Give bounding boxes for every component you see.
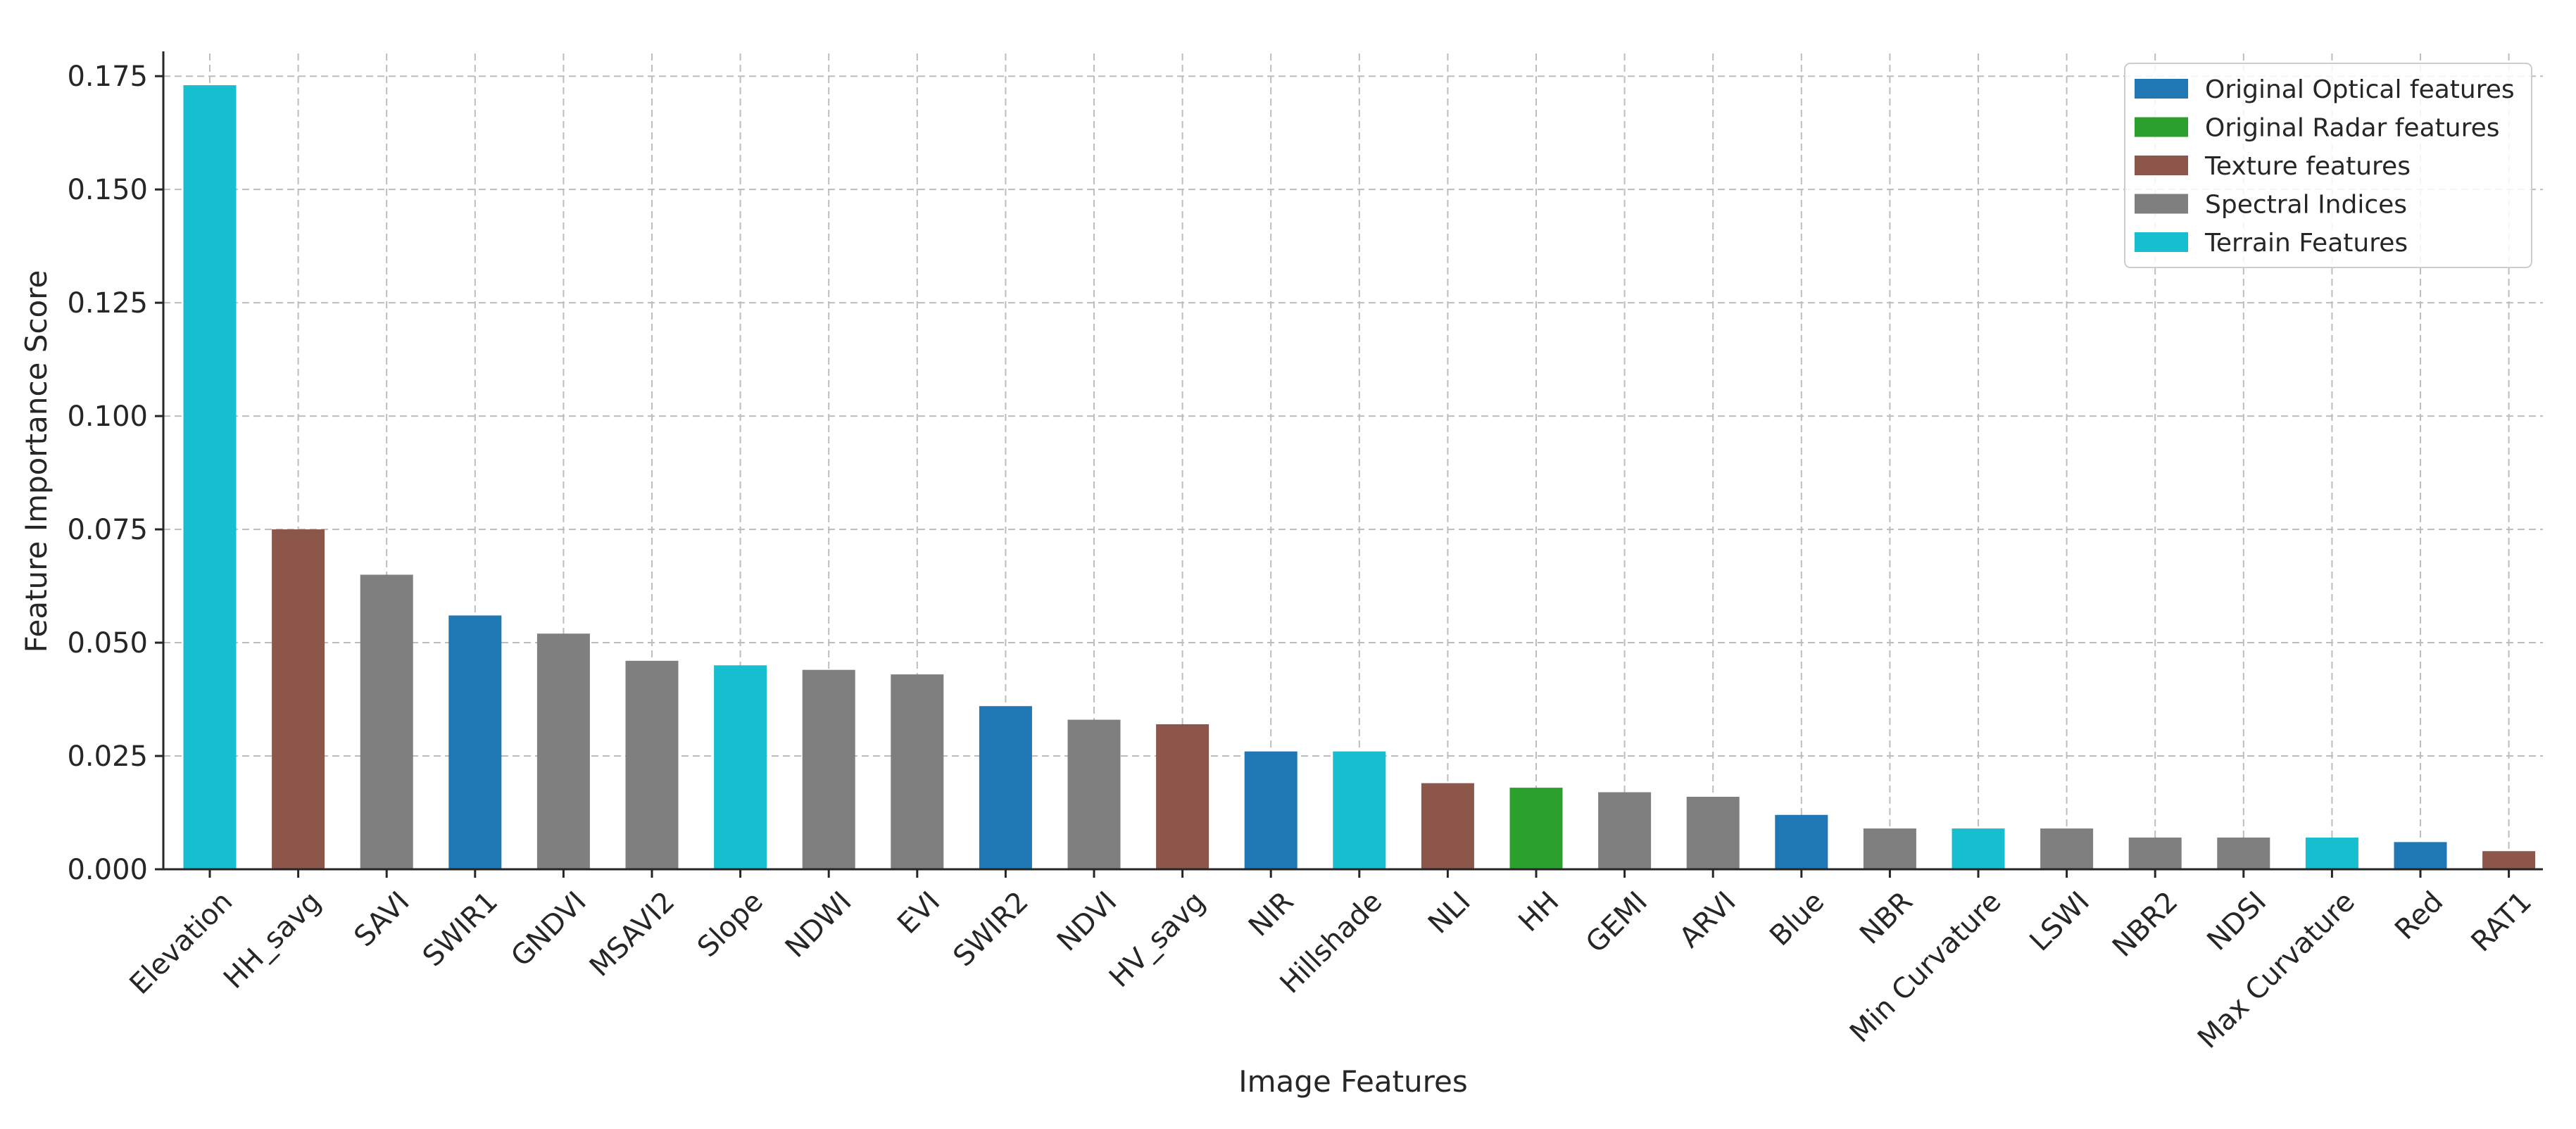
- x-tick-label: Elevation: [124, 885, 239, 1001]
- x-tick-label: Min Curvature: [1844, 885, 2008, 1049]
- y-tick-label: 0.125: [67, 287, 148, 320]
- bar-ndwi: [802, 669, 855, 869]
- legend-box: [2124, 63, 2532, 268]
- bars: [183, 85, 2536, 869]
- x-tick-label: RAT1: [2465, 885, 2538, 958]
- bar-msavi2: [625, 660, 679, 869]
- legend-swatch: [2135, 79, 2188, 99]
- x-tick-label: SWIR2: [947, 885, 1034, 973]
- bar-elevation: [183, 85, 237, 869]
- bar-blue: [1775, 814, 1828, 869]
- bar-red: [2394, 842, 2447, 869]
- bar-max-curvature: [2305, 837, 2358, 869]
- y-tick-label: 0.150: [67, 174, 148, 206]
- bar-nbr: [1863, 828, 1916, 869]
- legend-swatch: [2135, 194, 2188, 214]
- bar-evi: [891, 674, 944, 869]
- x-tick-label: HV_savg: [1103, 885, 1212, 994]
- bar-savi: [360, 574, 413, 869]
- axes: [155, 51, 2543, 878]
- bar-hv-savg: [1156, 724, 1210, 869]
- legend-label: Spectral Indices: [2205, 191, 2407, 220]
- bar-swir2: [979, 706, 1032, 869]
- bar-gndvi: [536, 633, 590, 869]
- y-tick-label: 0.175: [67, 61, 148, 93]
- y-tick-label: 0.100: [67, 400, 148, 433]
- legend-label: Original Radar features: [2205, 114, 2499, 143]
- legend-label: Texture features: [2204, 152, 2411, 181]
- x-tick-label: Blue: [1764, 885, 1830, 952]
- legend-swatch: [2135, 232, 2188, 252]
- bar-nbr2: [2128, 837, 2182, 869]
- y-axis-label: Feature Importance Score: [19, 270, 54, 653]
- x-tick-label: ARVI: [1673, 885, 1742, 954]
- x-tick-label: Max Curvature: [2192, 885, 2361, 1055]
- x-tick-label: EVI: [891, 885, 946, 940]
- x-tick-label: SWIR1: [417, 885, 504, 973]
- y-tick-label: 0.025: [67, 740, 148, 773]
- y-tick-labels: 0.000 0.025 0.050 0.075 0.100 0.125 0.150 0.175: [67, 61, 148, 886]
- x-tick-label: NIR: [1243, 885, 1300, 943]
- x-tick-label: SAVI: [348, 885, 415, 953]
- legend-swatch: [2135, 117, 2188, 137]
- x-tick-label: NDVI: [1051, 885, 1124, 958]
- bar-hillshade: [1333, 751, 1386, 869]
- x-tick-label: NLI: [1422, 885, 1477, 940]
- bar-slope: [714, 665, 767, 869]
- x-tick-label: LSWI: [2023, 885, 2096, 958]
- bar-rat1: [2482, 851, 2536, 869]
- x-tick-label: HH: [1512, 885, 1565, 938]
- y-tick-label: 0.000: [67, 854, 148, 886]
- bar-hh-savg: [272, 529, 325, 869]
- x-tick-label: NDSI: [2201, 885, 2273, 957]
- bar-lswi: [2040, 828, 2094, 869]
- x-tick-label: GEMI: [1580, 885, 1654, 959]
- x-tick-label: HH_savg: [218, 885, 327, 995]
- y-tick-label: 0.050: [67, 627, 148, 660]
- bar-nir: [1244, 751, 1298, 869]
- bar-ndvi: [1067, 719, 1121, 869]
- legend-swatch: [2135, 156, 2188, 175]
- bar-nli: [1421, 783, 1474, 869]
- bar-arvi: [1686, 796, 1740, 869]
- bar-hh: [1509, 788, 1563, 869]
- x-tick-label: MSAVI2: [584, 885, 681, 983]
- bar-swir1: [448, 615, 502, 869]
- bar-min-curvature: [1952, 828, 2005, 869]
- legend: Original Optical features Original Radar …: [2124, 63, 2532, 268]
- x-tick-label: Slope: [691, 885, 769, 964]
- bar-gemi: [1598, 792, 1652, 869]
- x-tick-label: NBR: [1854, 885, 1919, 951]
- x-tick-label: NDWI: [779, 885, 858, 964]
- y-tick-label: 0.075: [67, 514, 148, 546]
- x-axis-label: Image Features: [1238, 1064, 1467, 1099]
- bar-ndsi: [2217, 837, 2270, 869]
- legend-label: Original Optical features: [2205, 75, 2515, 104]
- legend-label: Terrain Features: [2204, 229, 2408, 258]
- x-tick-label: GNDVI: [505, 885, 593, 973]
- x-tick-label: NBR2: [2106, 885, 2185, 964]
- x-tick-label: Red: [2389, 885, 2449, 946]
